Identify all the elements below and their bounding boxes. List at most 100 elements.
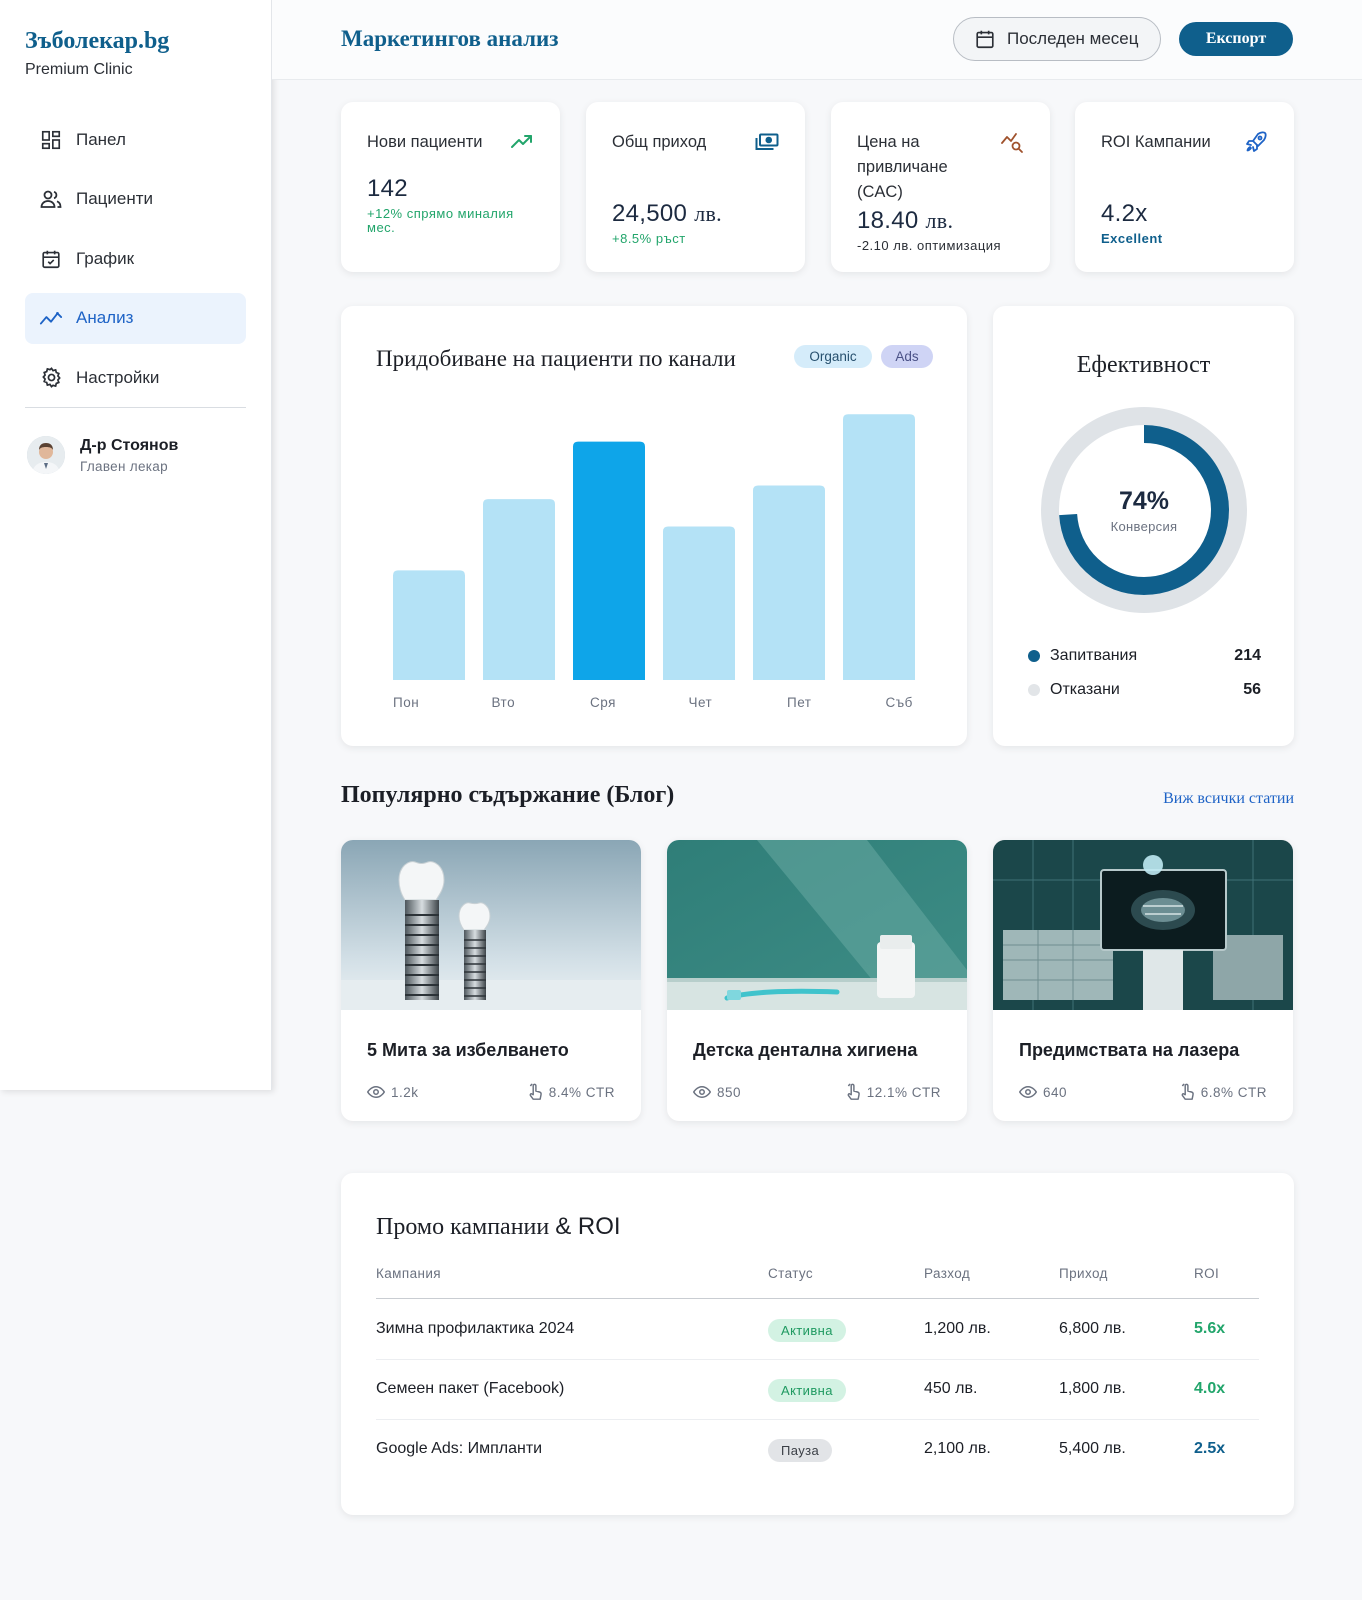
export-button[interactable]: Експорт xyxy=(1179,22,1293,56)
blog-image-laser xyxy=(993,840,1293,1010)
stat-label: Нови пациенти xyxy=(367,133,483,151)
user-profile[interactable]: Д-р Стоянов Главен лекар xyxy=(27,436,178,474)
brand-logo-text[interactable]: Зъболекар.bg xyxy=(25,28,170,54)
blog-card[interactable]: 5 Мита за избелването 1.2k 8.4% CTR xyxy=(341,840,641,1121)
views-count: 1.2k xyxy=(367,1085,419,1100)
chart-bar-2[interactable] xyxy=(483,499,555,680)
view-all-articles-link[interactable]: Виж всички статии xyxy=(1163,790,1294,807)
views-count: 640 xyxy=(1019,1085,1067,1100)
stat-value: 18.40 лв. xyxy=(857,207,954,234)
stat-label: ROI Кампании xyxy=(1101,133,1211,151)
user-name: Д-р Стоянов xyxy=(80,436,179,454)
x-axis-tick-label: Пет xyxy=(787,695,811,710)
search-chart-icon xyxy=(1000,130,1024,154)
sidebar-item-label: Настройки xyxy=(76,367,160,387)
calendar-check-icon xyxy=(39,247,63,271)
sidebar-item-label: Панел xyxy=(76,129,126,149)
sidebar-item-settings[interactable]: Настройки xyxy=(25,352,246,403)
stat-value: 24,500 лв. xyxy=(612,200,722,227)
period-label: Последен месец xyxy=(1007,29,1139,48)
column-header-revenue: Приход xyxy=(1059,1266,1108,1281)
ctr-value: 8.4% CTR xyxy=(527,1083,615,1101)
money-icon xyxy=(755,130,779,154)
efficiency-card: Ефективност 74% Конверсия Запитвания 214… xyxy=(993,306,1294,746)
avatar[interactable] xyxy=(27,436,65,474)
sidebar-nav: Панел Пациенти График Анализ Настройки xyxy=(25,114,246,412)
blog-image-hygiene xyxy=(667,840,967,1010)
efficiency-title: Ефективност xyxy=(1076,352,1211,378)
blog-post-meta: 640 6.8% CTR xyxy=(1019,1083,1267,1101)
ctr-value: 12.1% CTR xyxy=(845,1083,941,1101)
x-axis-tick-label: Сря xyxy=(590,695,616,710)
donut-track xyxy=(1041,407,1247,613)
stat-value: 142 xyxy=(367,175,408,202)
blog-post-title: 5 Мита за избелването xyxy=(367,1040,569,1060)
table-row[interactable]: Семеен пакет (Facebook) Активна 450 лв. … xyxy=(376,1360,1259,1420)
brand-subtitle: Premium Clinic xyxy=(25,61,133,78)
campaign-revenue: 1,800 лв. xyxy=(1059,1380,1126,1397)
conversion-value: 74% xyxy=(1118,486,1170,515)
chart-bar-6[interactable] xyxy=(843,414,915,680)
chart-bar-4[interactable] xyxy=(663,526,735,680)
chart-bar-1[interactable] xyxy=(393,570,465,680)
campaign-revenue: 5,400 лв. xyxy=(1059,1440,1126,1457)
campaign-name: Зимна профилактика 2024 xyxy=(376,1320,575,1337)
sidebar-item-dashboard[interactable]: Панел xyxy=(25,114,246,165)
sidebar-item-patients[interactable]: Пациенти xyxy=(25,174,246,225)
legend-value: 56 xyxy=(1243,681,1261,698)
stat-change: +8.5% ръст xyxy=(612,231,686,246)
blog-post-meta: 850 12.1% CTR xyxy=(693,1083,941,1101)
eye-icon xyxy=(693,1085,711,1099)
chart-bar-5[interactable] xyxy=(753,485,825,680)
sidebar-item-analytics[interactable]: Анализ xyxy=(25,292,246,344)
conversion-donut xyxy=(1041,407,1247,613)
users-icon xyxy=(39,187,63,211)
filter-ads[interactable]: Ads xyxy=(881,345,933,368)
table-header: Кампания Статус Разход Приход ROI xyxy=(376,1266,1259,1299)
filter-organic[interactable]: Organic xyxy=(794,345,872,368)
views-count: 850 xyxy=(693,1085,741,1100)
stat-card-revenue: Общ приход 24,500 лв. +8.5% ръст xyxy=(586,102,805,272)
status-badge: Активна xyxy=(768,1379,846,1402)
campaign-spend: 450 лв. xyxy=(924,1380,978,1397)
trending-up-icon xyxy=(510,130,534,154)
ctr-value: 6.8% CTR xyxy=(1179,1083,1267,1101)
legend-item-declined: Отказани 56 xyxy=(1028,681,1261,699)
donut-arc xyxy=(1059,425,1229,595)
pointer-icon xyxy=(1181,1083,1194,1100)
column-header-roi: ROI xyxy=(1194,1266,1220,1281)
column-header-status: Статус xyxy=(768,1266,814,1281)
stat-card-roi: ROI Кампании 4.2x Excellent xyxy=(1075,102,1294,272)
brand[interactable]: Зъболекар.bg Premium Clinic xyxy=(25,28,169,79)
chart-bar-3[interactable] xyxy=(573,441,645,680)
sidebar: Зъболекар.bg Premium Clinic Панел Пациен… xyxy=(0,0,272,1090)
legend-dot xyxy=(1028,650,1040,662)
blog-card[interactable]: Детска дентална хигиена 850 12.1% CTR xyxy=(667,840,967,1121)
blog-card[interactable]: Предимствата на лазера 640 6.8% CTR xyxy=(993,840,1293,1121)
rocket-icon xyxy=(1244,130,1268,154)
legend-value: 214 xyxy=(1234,647,1261,664)
x-axis-tick-label: Вто xyxy=(492,695,516,710)
legend-item-inquiries: Запитвания 214 xyxy=(1028,647,1261,665)
legend-dot xyxy=(1028,684,1040,696)
table-row[interactable]: Зимна профилактика 2024 Активна 1,200 лв… xyxy=(376,1300,1259,1360)
period-selector-button[interactable]: Последен месец xyxy=(953,17,1161,61)
sidebar-item-label: Анализ xyxy=(76,308,134,327)
campaign-name: Семеен пакет (Facebook) xyxy=(376,1380,565,1397)
dashboard-icon xyxy=(39,128,63,152)
donut-center: 74% Конверсия xyxy=(1041,407,1247,613)
blog-post-meta: 1.2k 8.4% CTR xyxy=(367,1083,615,1101)
page-title: Маркетингов анализ xyxy=(341,26,559,51)
campaigns-card: Промо кампании & ROI Кампания Статус Раз… xyxy=(341,1173,1294,1515)
conversion-label: Конверсия xyxy=(1110,518,1178,534)
table-row[interactable]: Google Ads: Импланти Пауза 2,100 лв. 5,4… xyxy=(376,1420,1259,1480)
acquisition-chart-card: Придобиване на пациенти по канали Organi… xyxy=(341,306,967,746)
campaigns-title: Промо кампании & ROI xyxy=(376,1213,621,1240)
campaign-roi: 4.0x xyxy=(1194,1380,1226,1397)
sidebar-item-schedule[interactable]: График xyxy=(25,233,246,284)
campaign-roi: 2.5x xyxy=(1194,1440,1226,1457)
campaign-roi: 5.6x xyxy=(1194,1320,1226,1337)
blog-post-title: Предимствата на лазера xyxy=(1019,1040,1240,1060)
x-axis-tick-label: Чет xyxy=(689,695,713,710)
blog-post-title: Детска дентална хигиена xyxy=(693,1040,918,1060)
